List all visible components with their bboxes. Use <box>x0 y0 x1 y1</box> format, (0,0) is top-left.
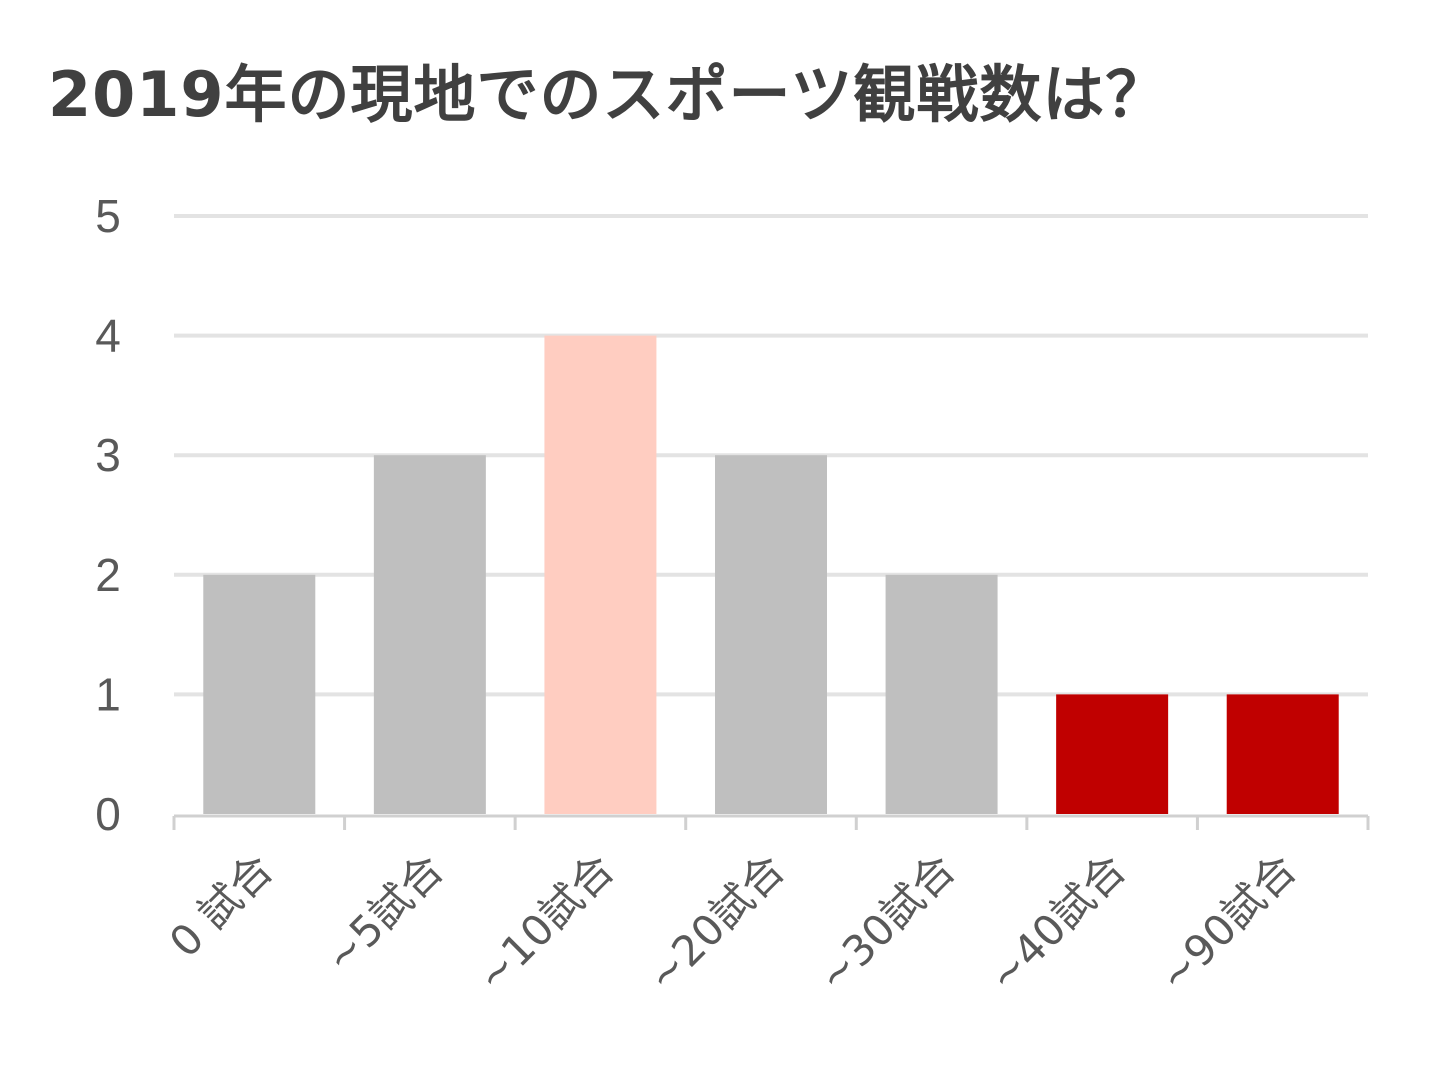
bar <box>885 574 998 814</box>
y-tick-label: 3 <box>95 429 121 481</box>
x-axis-tick-labels: 0 試合 ~5試合 ~10試合 ~20試合 ~30試合 ~40試合 ~90試合 <box>160 844 1306 1001</box>
x-tick-label: ~20試合 <box>637 844 794 1001</box>
bar <box>1056 694 1169 814</box>
x-tick-label: 0 試合 <box>160 844 282 966</box>
bar <box>203 574 316 814</box>
y-tick-label: 0 <box>95 788 121 840</box>
bars <box>203 335 1339 814</box>
x-tick-label: ~30試合 <box>808 844 965 1001</box>
x-tick-label: ~90試合 <box>1149 844 1306 1001</box>
y-tick-label: 2 <box>95 549 121 601</box>
y-axis-tick-labels: 0 1 2 3 4 5 <box>95 190 121 840</box>
bar <box>373 455 486 814</box>
x-tick-label: ~10試合 <box>467 844 624 1001</box>
y-tick-label: 1 <box>95 668 121 720</box>
bar <box>1226 694 1339 814</box>
y-tick-label: 5 <box>95 190 121 242</box>
bar <box>715 455 827 814</box>
x-tick-label: ~40試合 <box>978 844 1135 1001</box>
bar <box>544 335 657 814</box>
chart-title: 2019年の現地でのスポーツ観戦数は？ <box>48 58 1169 131</box>
x-axis <box>172 814 1370 830</box>
x-tick-label: ~5試合 <box>315 844 453 982</box>
y-tick-label: 4 <box>95 310 121 362</box>
